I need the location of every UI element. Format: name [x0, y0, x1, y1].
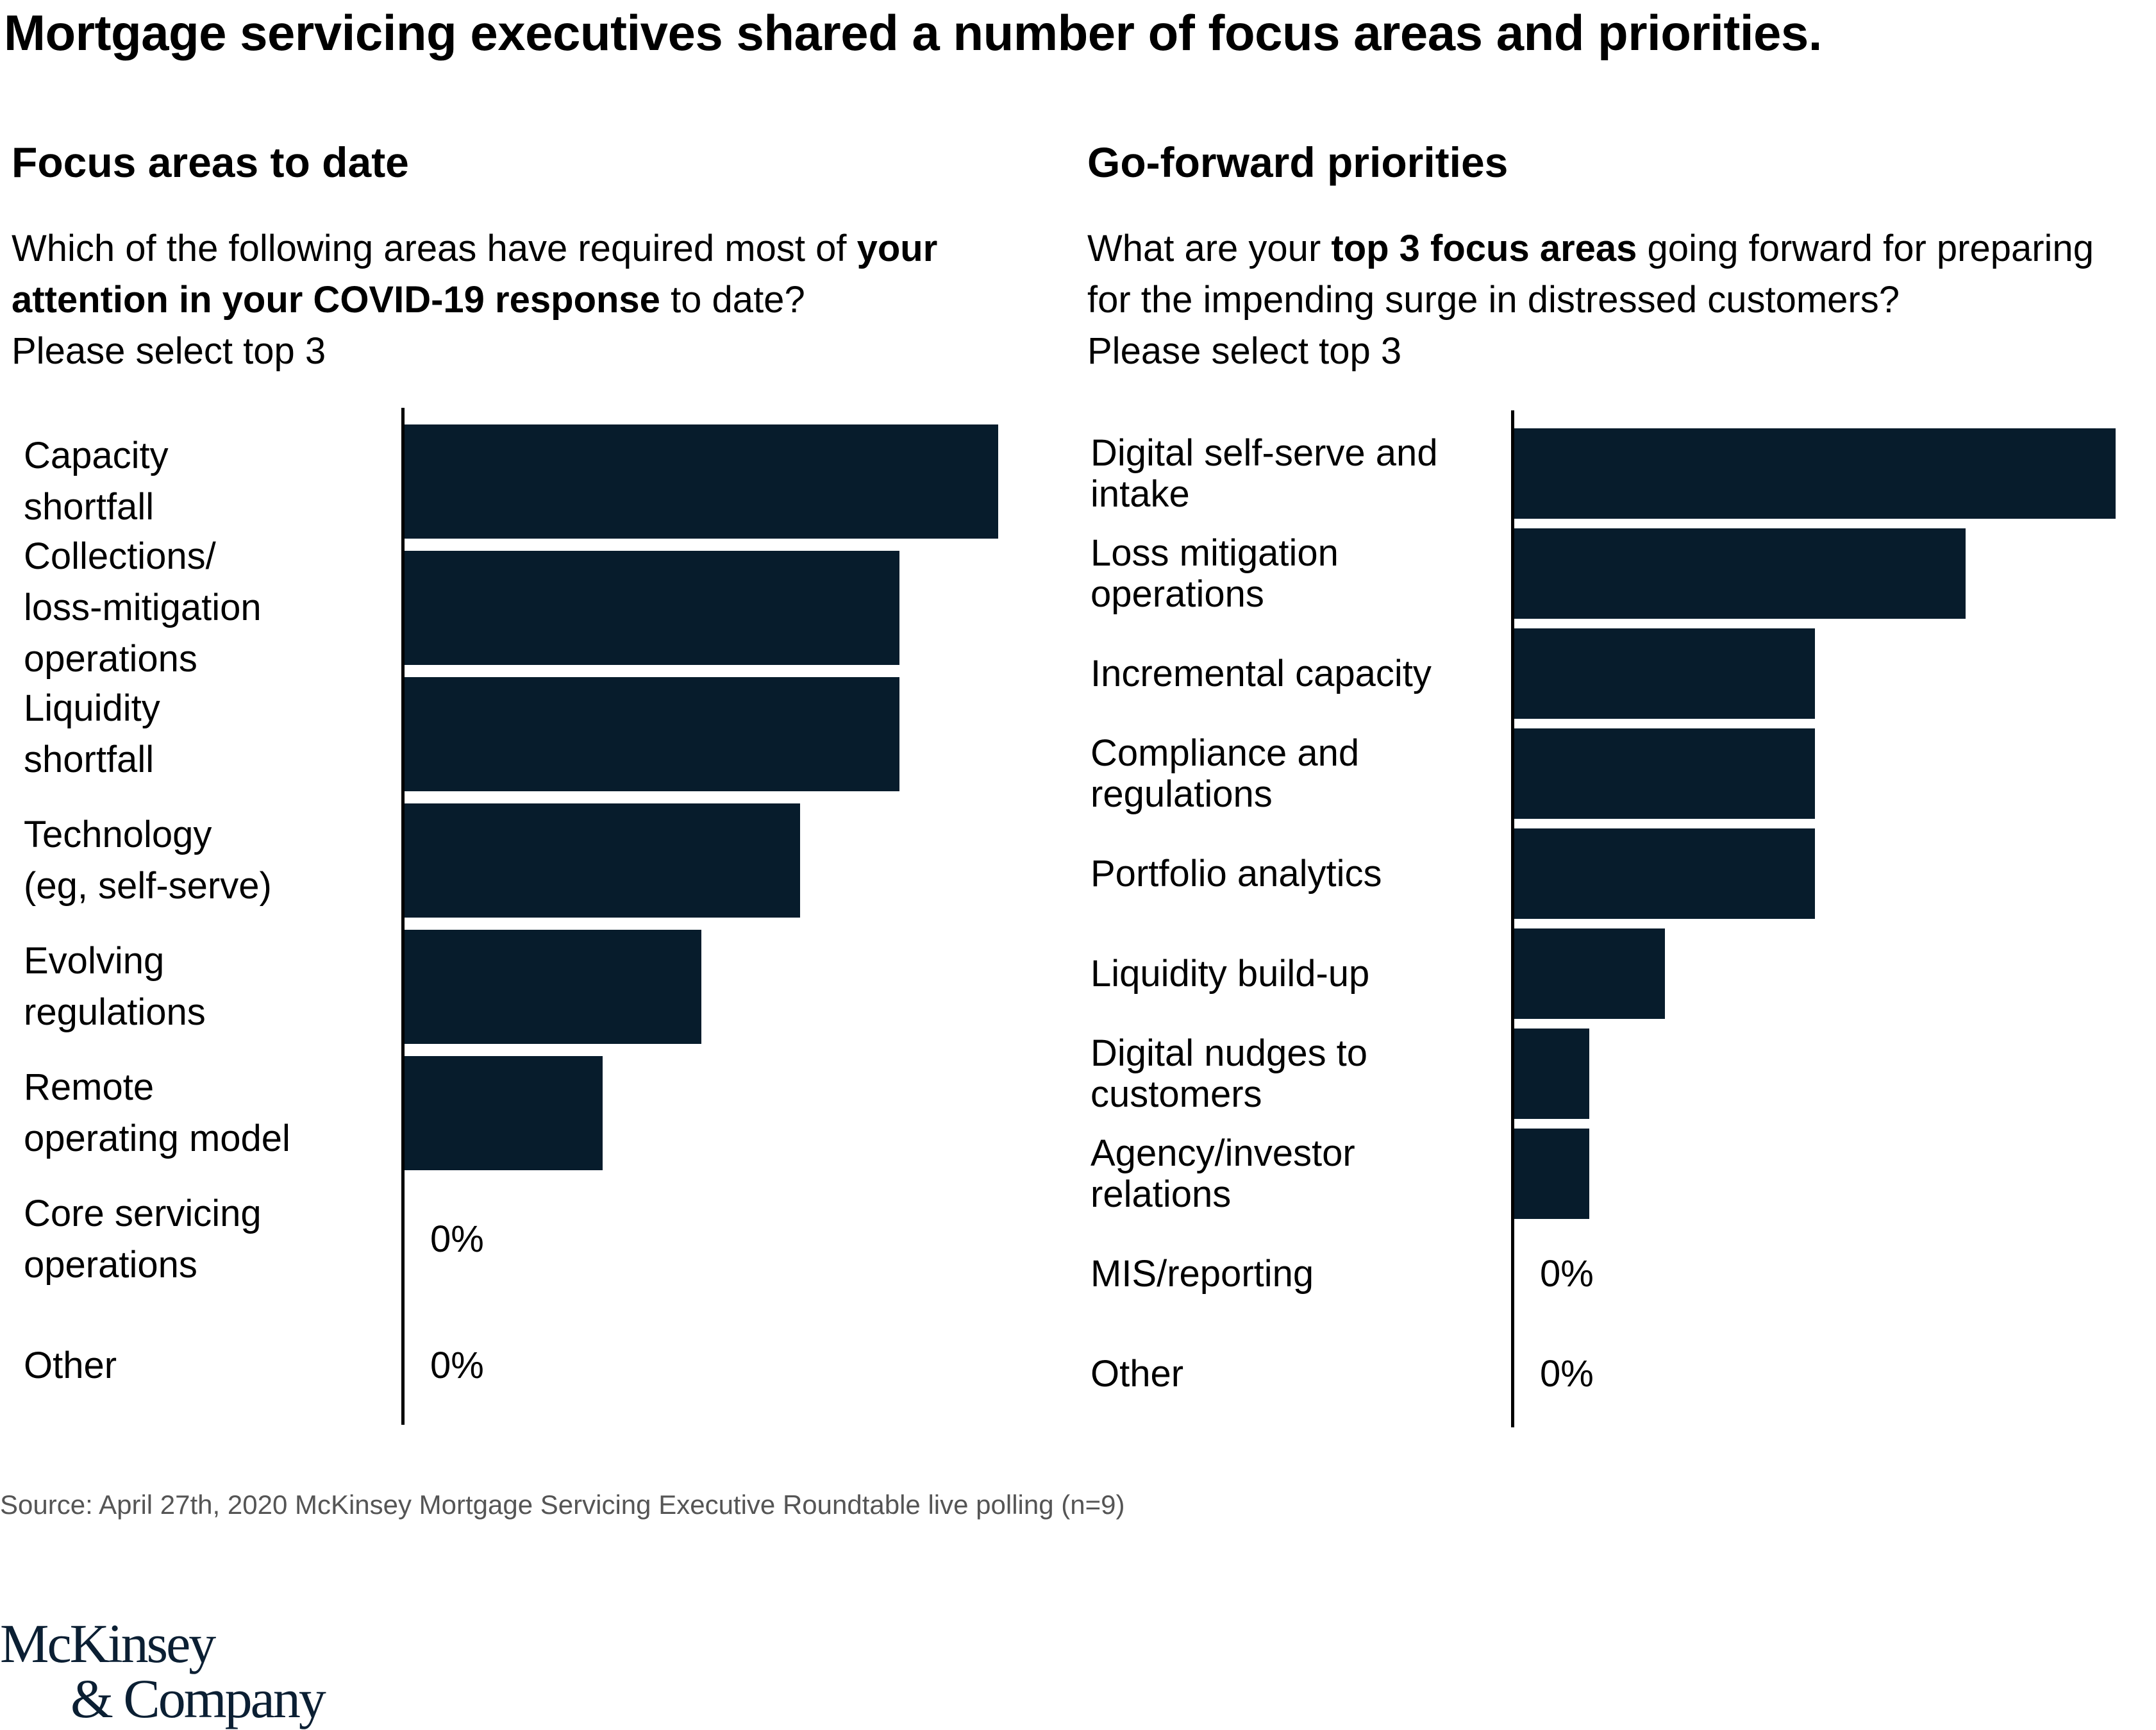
bar	[1514, 428, 2116, 519]
y-axis-line	[401, 408, 405, 1425]
bar	[1514, 1129, 1590, 1219]
category-label: MIS/reporting	[1091, 1252, 1314, 1295]
data-label: 0%	[430, 1218, 484, 1260]
category-label: Portfolio analytics	[1091, 852, 1382, 894]
category-label: Incremental capacity	[1091, 652, 1432, 694]
right-question-line2: for the impending surge in distressed cu…	[1087, 279, 1900, 321]
category-label: Collections/ loss-mitigation operations	[24, 535, 262, 680]
logo-line2: & Company	[71, 1668, 326, 1729]
left-question: Which of the following areas have requir…	[12, 223, 937, 377]
data-label: 0%	[1540, 1252, 1594, 1295]
left-section-heading: Focus areas to date	[12, 139, 409, 186]
category-label: Other	[24, 1345, 117, 1386]
y-axis-line	[1511, 410, 1514, 1427]
category-label: Evolving regulations	[24, 940, 206, 1033]
category-label: Digital self-serve and intake	[1091, 432, 1438, 515]
logo-line1: McKinsey	[0, 1613, 216, 1674]
bar	[1514, 828, 1815, 919]
bar	[405, 803, 801, 918]
mckinsey-logo: McKinsey & Company	[0, 1613, 326, 1729]
bar	[405, 551, 899, 665]
left-question-line1: Which of the following areas have requir…	[12, 228, 857, 269]
category-label: Remote operating model	[24, 1066, 290, 1159]
right-question: What are your top 3 focus areas going fo…	[1087, 223, 2094, 377]
left-question-line2-bold: attention in your COVID-19 response	[12, 279, 660, 321]
bar	[1514, 728, 1815, 819]
data-label: 0%	[430, 1345, 484, 1386]
bar	[405, 1056, 603, 1170]
category-label: Loss mitigation operations	[1091, 532, 1339, 615]
bar	[1514, 528, 1966, 619]
category-label: Core servicing operations	[24, 1193, 262, 1286]
bar	[405, 677, 899, 791]
category-label: Liquidity shortfall	[24, 687, 160, 780]
bar	[1514, 628, 1815, 719]
bar	[405, 930, 701, 1044]
category-label: Digital nudges to customers	[1091, 1032, 1368, 1115]
left-question-line1-bold: your	[857, 228, 938, 269]
right-instruction: Please select top 3	[1087, 330, 1402, 372]
chart-title: Mortgage servicing executives shared a n…	[4, 4, 1822, 61]
category-label: Compliance and regulations	[1091, 732, 1360, 815]
left-question-line2: to date?	[660, 279, 805, 321]
right-section-heading: Go-forward priorities	[1087, 139, 1508, 186]
category-label: Agency/investor relations	[1091, 1132, 1355, 1215]
right-question-line1b: going forward for preparing	[1637, 228, 2094, 269]
bar	[405, 424, 998, 539]
category-label: Technology (eg, self-serve)	[24, 814, 272, 907]
right-question-line1-bold: top 3 focus areas	[1331, 228, 1637, 269]
right-question-line1a: What are your	[1087, 228, 1332, 269]
source-note: Source: April 27th, 2020 McKinsey Mortga…	[0, 1490, 1125, 1520]
data-label: 0%	[1540, 1352, 1594, 1395]
category-label: Capacity shortfall	[24, 435, 169, 528]
category-label: Liquidity build-up	[1091, 952, 1370, 995]
bar	[1514, 1029, 1590, 1119]
bar	[1514, 928, 1665, 1019]
left-instruction: Please select top 3	[12, 330, 326, 372]
category-label: Other	[1091, 1352, 1184, 1395]
